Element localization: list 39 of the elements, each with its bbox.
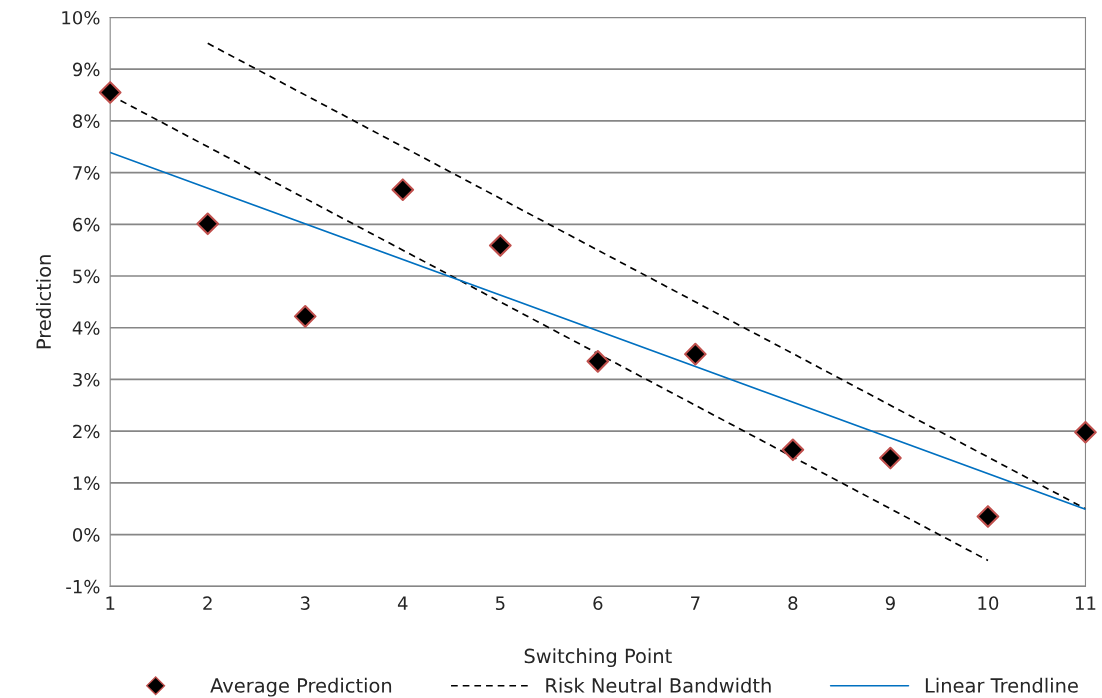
y-tick-label: 2% <box>73 424 100 439</box>
y-tick-label: 7% <box>73 166 100 180</box>
point <box>196 212 220 236</box>
x-tick-label: 10 <box>978 596 999 611</box>
x-tick-label: 9 <box>885 596 895 611</box>
y-tick-label: 1% <box>73 476 100 491</box>
y-tick-label: 4% <box>72 321 100 335</box>
point <box>586 350 610 373</box>
x-tick-label: 11 <box>1075 596 1096 610</box>
y-tick-label: 6% <box>73 217 100 232</box>
y-tick-label: 9% <box>72 62 100 77</box>
point <box>1074 420 1097 444</box>
point <box>879 446 902 470</box>
point <box>684 342 707 366</box>
legend-label: Linear Trendline <box>925 677 1078 693</box>
y-axis-title: Prediction <box>35 255 52 349</box>
point <box>98 81 122 104</box>
point <box>391 178 415 201</box>
x-tick-label: 5 <box>495 596 505 611</box>
y-tick-label: -1% <box>66 579 100 594</box>
legend-label: Risk Neutral Bandwidth <box>546 677 771 693</box>
point <box>488 234 512 257</box>
legend-label: Average Prediction <box>210 677 392 697</box>
y-tick-label: 3% <box>73 372 100 387</box>
y-tick-label: 5% <box>73 269 100 284</box>
x-axis-title: Switching Point <box>524 648 672 668</box>
y-tick-label: 0% <box>73 528 100 542</box>
x-tick-label: 1 <box>106 596 115 610</box>
point <box>976 505 1000 528</box>
y-tick-label: 8% <box>73 114 100 128</box>
y-tick-label: 10% <box>62 10 100 25</box>
point <box>293 305 317 328</box>
x-tick-label: 8 <box>788 596 798 611</box>
x-tick-label: 6 <box>593 596 603 611</box>
point <box>781 438 805 462</box>
x-tick-label: 4 <box>397 596 408 610</box>
x-tick-label: 3 <box>300 596 310 611</box>
x-tick-label: 2 <box>203 596 212 610</box>
x-tick-label: 7 <box>691 596 700 610</box>
